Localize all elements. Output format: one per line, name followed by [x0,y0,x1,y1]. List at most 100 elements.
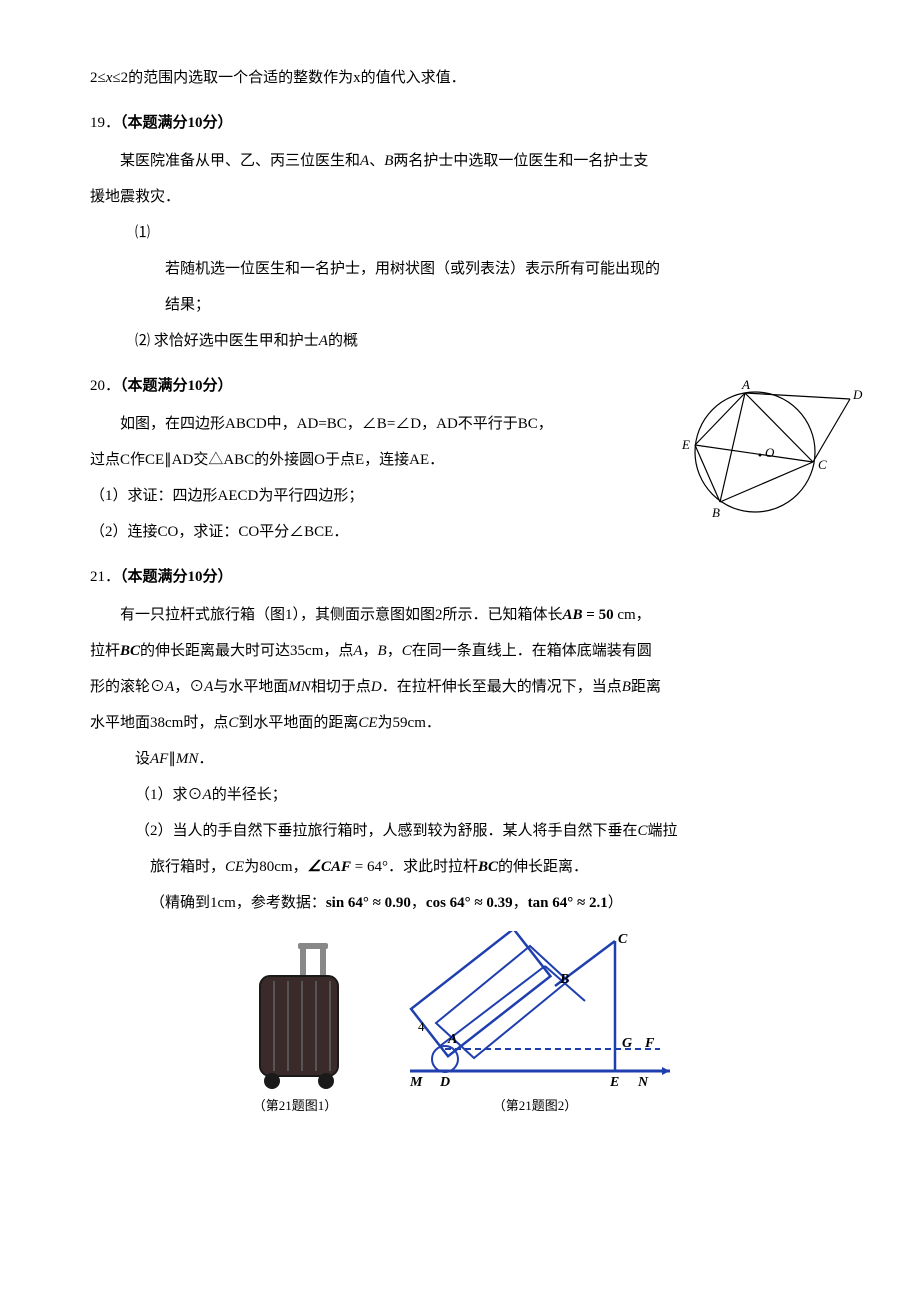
q21-s2l2b: 为80cm， [244,859,307,875]
q21-setAF: AF [150,751,168,767]
suitcase-icon [240,941,350,1091]
q19-intro-p2: 、 [369,153,384,169]
q21-p2A: A [353,643,362,659]
q21-s2l3b: ） [608,895,623,911]
q19-intro-p3: 两名护士中选取一位医生和一名护士支 [393,153,648,169]
lab-4: 4 [418,1019,425,1034]
q21-fig2-caption: （第21题图2） [493,1095,578,1114]
q21-p3: 形的滚轮⊙A，⊙A与水平地面MN相切于点D．在拉杆伸长至最大的情况下，当点B距离 [90,669,830,705]
q21-fig2-block: 4 A B C G F M D E N （第21题图2） [390,931,680,1114]
q21-sub2-l3: （精确到1cm，参考数据：sin 64° ≈ 0.90，cos 64° ≈ 0.… [90,885,830,921]
q21-s2l1C: C [638,823,648,839]
q21-p3Bh: B [622,679,631,695]
q21-set-pre: 设 [135,751,150,767]
q19-sub2-pre: 求恰好选中医生甲和护士 [154,333,319,349]
q19-B: B [384,153,393,169]
q19-intro-l2: 援地震救灾． [90,179,830,215]
q21-s2cos: cos 64° ≈ 0.39 [426,895,513,911]
q21-sub2-l2: 旅行箱时，CE为80cm，∠CAF = 64°．求此时拉杆BC的伸长距离． [90,849,830,885]
q19-sub2-num: ⑵ [135,333,150,349]
q19-sub2: ⑵ 求恰好选中医生甲和护士A的概 [90,323,830,359]
q21-fig1-block: （第21题图1） [240,941,350,1114]
q21-s2ang: ∠CAF [308,859,351,875]
q21-p4C: C [228,715,238,731]
q21-s2BC: BC [478,859,498,875]
q21-p3f: 距离 [631,679,661,695]
q21-p1a: 有一只拉杆式旅行箱（图1），其侧面示意图如图2所示．已知箱体长 [120,607,563,623]
q21-p1: 有一只拉杆式旅行箱（图1），其侧面示意图如图2所示．已知箱体长AB = 50 c… [90,597,830,633]
label-D: D [852,387,863,402]
q19-sub1-l1: 若随机选一位医生和一名护士，用树状图（或列表法）表示所有可能出现的 [90,251,830,287]
q21-eq50: = 50 [583,607,614,623]
q21-s2l2d: 的伸长距离． [498,859,588,875]
lab-F: F [644,1036,655,1051]
q21-AB: AB [563,607,583,623]
q21-p3c: 与水平地面 [213,679,288,695]
geometry-diagram-icon: 4 A B C G F M D E N [390,931,680,1091]
q21-p4c: 为59cm． [378,715,441,731]
circle-diagram-icon: A D E C B O [650,377,870,527]
q21-p2: 拉杆BC的伸长距离最大时可达35cm，点A，B，C在同一条直线上．在箱体底端装有… [90,633,830,669]
q21-s2sep1: ， [411,895,426,911]
q21-p2a: 拉杆 [90,643,120,659]
q21-p4a: 水平地面38cm时，点 [90,715,228,731]
q19-sub2-post: 的概 [328,333,358,349]
q19-sub2-A: A [319,333,328,349]
label-B: B [712,505,720,520]
frag-pre: 2≤ [90,70,106,86]
q19-title: 19．（本题满分10分） [90,104,830,143]
q21-s2sin: sin 64° ≈ 0.90 [326,895,411,911]
lab-M: M [409,1075,423,1090]
q21-p2d: ， [387,643,402,659]
q21-p3e: ．在拉杆伸长至最大的情况下，当点 [382,679,622,695]
q21-p3a: 形的滚轮⊙ [90,679,165,695]
q21-s2l1b: 端拉 [648,823,678,839]
q21-p2c: ， [363,643,378,659]
q20-l1: 如图，在四边形ABCD中，AD=BC，∠B=∠D，AD不平行于BC， [90,406,560,442]
lab-C2: C [618,932,628,947]
q21-p3d: 相切于点 [311,679,371,695]
lab-B2: B [559,972,569,987]
q21-setMN: MN [176,751,199,767]
q19-sub1-num: ⑴ [90,215,830,251]
q21-s2sep2: ， [513,895,528,911]
q21-s2l2a: 旅行箱时， [150,859,225,875]
q21-p4b: 到水平地面的距离 [238,715,358,731]
frag-post: ≤2的范围内选取一个合适的整数作为x的值代入求值． [112,70,465,86]
q20-figure: A D E C B O [650,377,870,532]
lab-G: G [622,1036,632,1051]
q21-p4CE: CE [358,715,377,731]
q21-num: 21． [90,569,120,585]
q21-s2l2c: ．求此时拉杆 [388,859,478,875]
q20-sub1: （1）求证：四边形AECD为平行四边形； [90,478,560,514]
q21-p2b: 的伸长距离最大时可达35cm，点 [140,643,353,659]
q19-title-text: （本题满分10分） [120,115,233,131]
q21-sub1-pre: （1）求⊙ [135,787,203,803]
lab-A2: A [447,1032,457,1047]
q21-p3D: D [371,679,382,695]
q21-s2eq: = 64° [351,859,388,875]
q21-title-text: （本题满分10分） [120,569,233,585]
q21-setpar: ∥ [168,751,176,767]
q21-p2e: 在同一条直线上．在箱体底端装有圆 [412,643,652,659]
q21-p1unit: cm， [614,607,651,623]
q19-sub1-l2: 结果； [90,287,830,323]
q21-s2tan: tan 64° ≈ 2.1 [528,895,608,911]
q21-s2l2CE: CE [225,859,244,875]
q21-setpost: ． [198,751,213,767]
q20-sub2: （2）连接CO，求证：CO平分∠BCE． [90,514,560,550]
q21-sub1: （1）求⊙A的半径长； [90,777,830,813]
q19-A: A [360,153,369,169]
q20-num: 20． [90,378,120,394]
label-A: A [741,377,750,392]
q21-title: 21．（本题满分10分） [90,558,830,597]
q21-sub1-post: 的半径长； [212,787,287,803]
lab-N: N [637,1075,649,1090]
label-O: O [765,445,775,460]
q21-p3A2: A [204,679,213,695]
q21-set: 设AF∥MN． [90,741,830,777]
fragment-line: 2≤x≤2的范围内选取一个合适的整数作为x的值代入求值． [90,60,830,96]
q21-s2l3a: （精确到1cm，参考数据： [150,895,326,911]
q19-intro-l1: 某医院准备从甲、乙、丙三位医生和A、B两名护士中选取一位医生和一名护士支 [90,143,830,179]
q21-p3A1: A [165,679,174,695]
